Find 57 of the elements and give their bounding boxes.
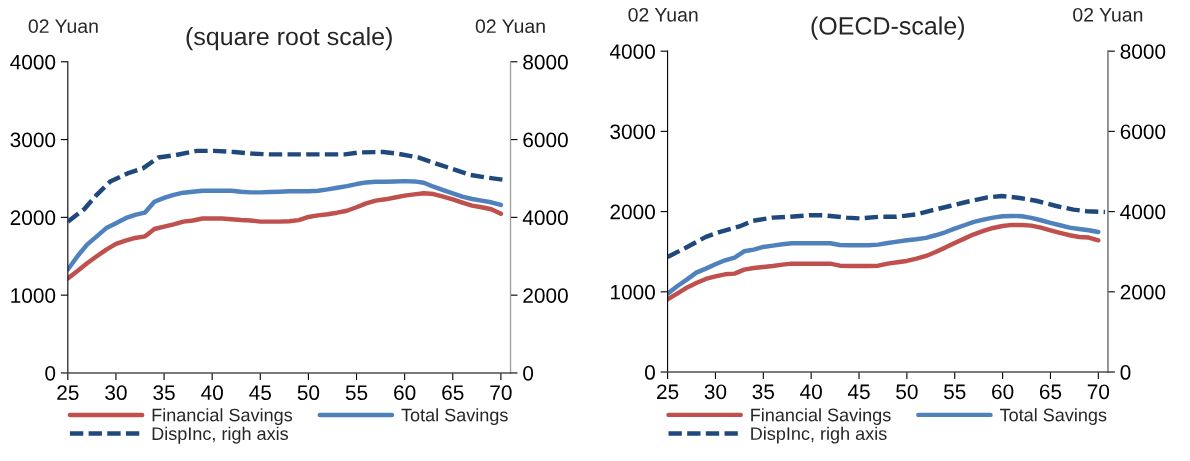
x-tick-label: 60 <box>394 385 416 401</box>
x-tick-label: 35 <box>153 385 175 401</box>
x-tick-label: 50 <box>297 385 320 401</box>
x-tick-label: 65 <box>1039 384 1062 400</box>
x-tick-label: 55 <box>943 384 966 400</box>
y-tick-label: 1000 <box>11 288 56 303</box>
y2-tick-label: 8000 <box>1120 44 1166 59</box>
x-tick-label: 70 <box>1087 384 1110 400</box>
y2-tick-label: 8000 <box>523 54 568 70</box>
x-tick-label: 40 <box>800 384 822 400</box>
x-tick-label: 65 <box>442 385 464 401</box>
y2-axis-title: 02 Yuan <box>1073 7 1143 22</box>
x-tick-label: 35 <box>752 384 775 400</box>
chart-title: (OECD-scale) <box>811 16 964 40</box>
x-tick-label: 25 <box>657 384 679 400</box>
x-tick-label: 25 <box>57 385 79 401</box>
line-series <box>67 178 504 272</box>
x-tick-label: 45 <box>847 384 870 400</box>
legend-label: Financial Savings <box>751 408 891 425</box>
y2-tick-label: 0 <box>1120 365 1131 380</box>
y2-axis-title: 02 Yuan <box>475 19 545 34</box>
legend-label: Total Savings <box>1000 408 1107 425</box>
x-tick-label: 40 <box>201 385 223 401</box>
y2-tick-label: 0 <box>523 365 534 381</box>
chart-title: (square root scale) <box>186 26 392 51</box>
y2-tick-label: 2000 <box>1120 284 1166 300</box>
y-tick-label: 1000 <box>611 284 655 300</box>
y2-tick-label: 2000 <box>523 288 568 303</box>
y-tick-label: 0 <box>645 365 655 380</box>
legend-label: DispInc, righ axis <box>751 426 887 444</box>
x-tick-label: 45 <box>249 385 272 401</box>
x-tick-label: 60 <box>992 384 1014 400</box>
y-axis-title: 02 Yuan <box>628 7 698 22</box>
x-tick-label: 30 <box>105 385 127 401</box>
legend-label: DispInc, righ axis <box>152 426 289 444</box>
legend-label: Total Savings <box>401 408 508 426</box>
line-series <box>667 193 1108 260</box>
y-tick-label: 2000 <box>610 204 655 220</box>
y2-tick-label: 4000 <box>522 210 568 226</box>
y2-tick-label: 6000 <box>1120 124 1166 140</box>
line-series <box>67 191 504 281</box>
x-tick-label: 30 <box>704 384 727 400</box>
legend-label: Financial Savings <box>152 408 293 426</box>
y-tick-label: 0 <box>45 365 56 381</box>
y-tick-label: 4000 <box>609 44 655 59</box>
line-series <box>667 213 1101 296</box>
x-tick-label: 70 <box>490 385 512 401</box>
line-series <box>667 222 1101 302</box>
y-tick-label: 3000 <box>610 124 655 140</box>
y-tick-label: 4000 <box>10 54 56 70</box>
x-tick-label: 55 <box>345 385 368 401</box>
y-tick-label: 3000 <box>10 132 56 148</box>
y2-tick-label: 4000 <box>1120 204 1166 220</box>
y2-tick-label: 6000 <box>523 132 568 148</box>
y-axis-title: 02 Yuan <box>28 19 98 34</box>
x-tick-label: 50 <box>896 384 918 400</box>
y-tick-label: 2000 <box>10 210 56 226</box>
